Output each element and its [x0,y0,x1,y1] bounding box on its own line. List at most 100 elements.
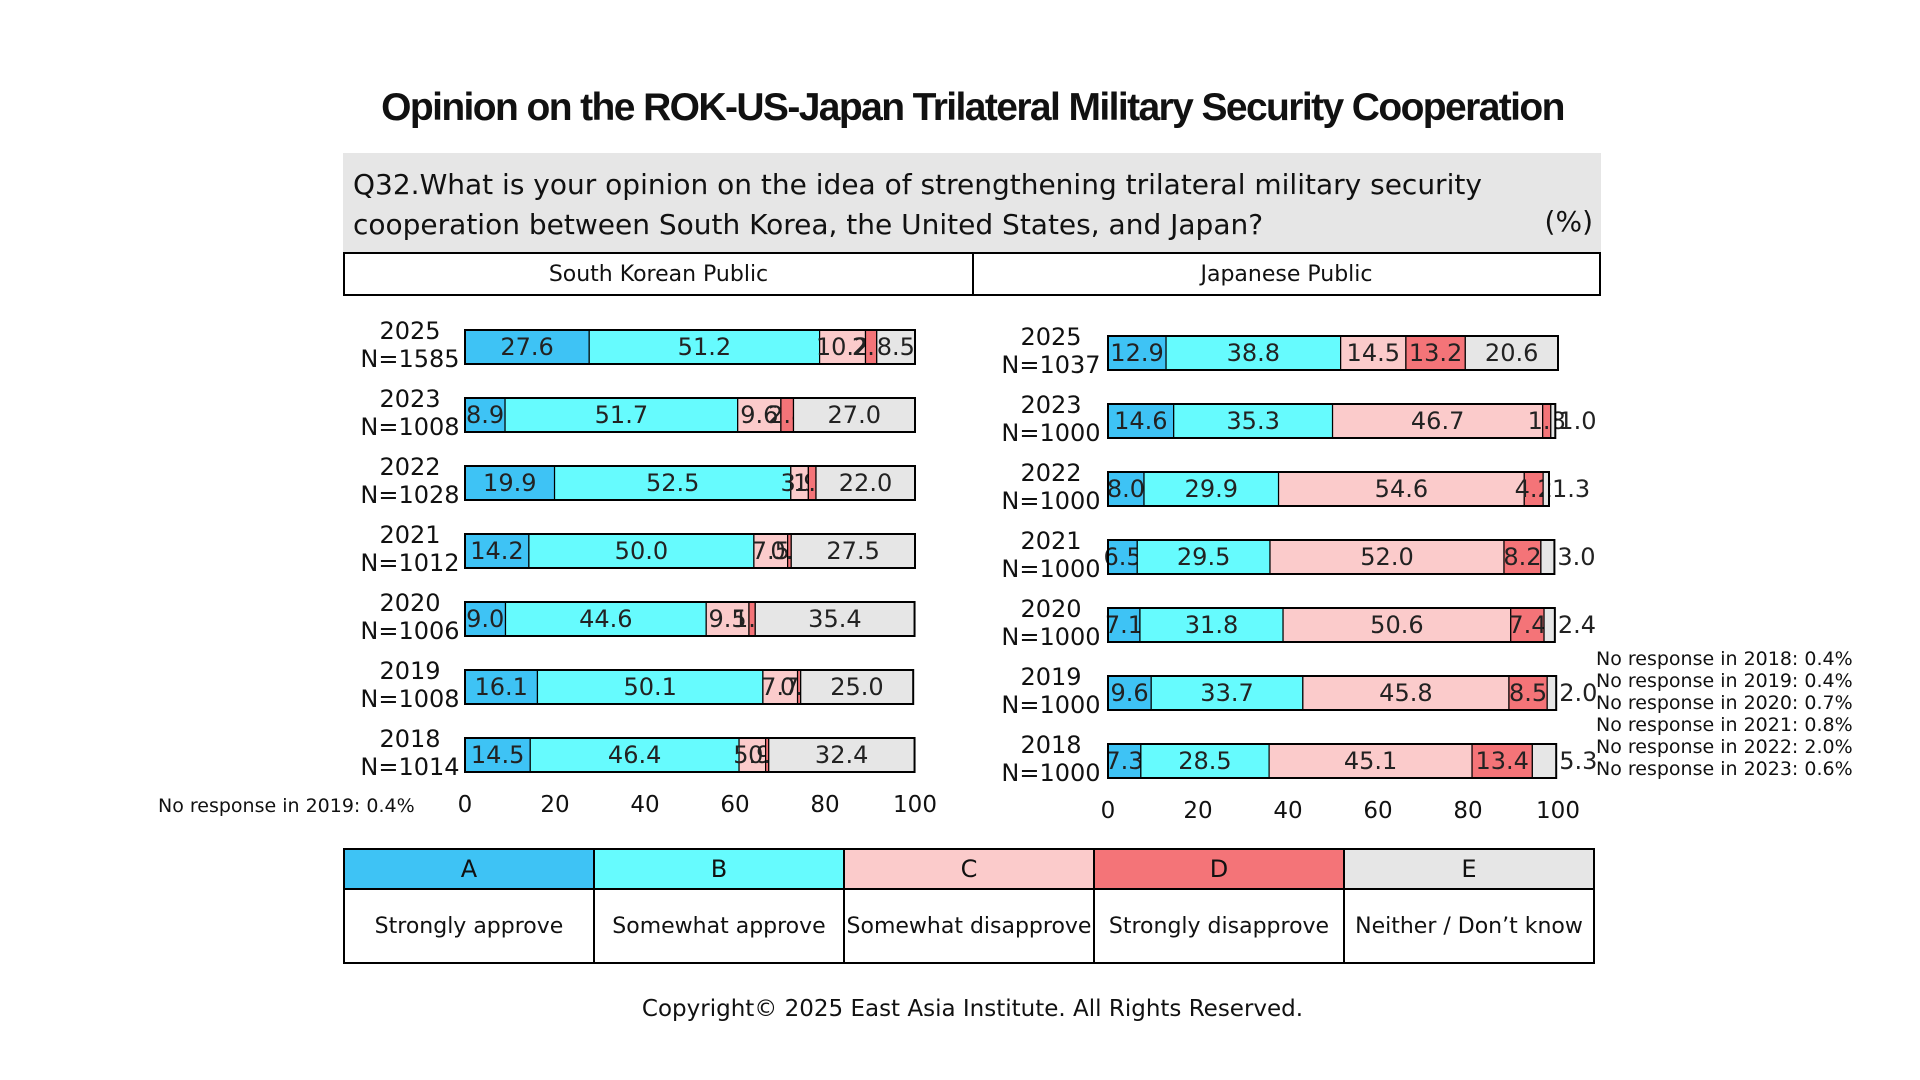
data-label: 33.7 [1200,679,1253,707]
category-label: 2025 [379,317,440,345]
no-response-note: No response in 2023: 0.6% [1596,758,1853,780]
bar-outline [464,397,916,433]
legend-label-c: Somewhat disapprove [843,888,1095,964]
data-label: 13.2 [1409,339,1462,367]
bar-outline [1107,403,1557,439]
legend-letter-d: D [1093,848,1345,890]
bar-outline [1107,675,1558,711]
no-response-notes-right: No response in 2018: 0.4% No response in… [1596,648,1853,780]
x-tick-label: 20 [1183,798,1212,824]
x-tick-label: 60 [720,792,749,818]
copyright-footer: Copyright© 2025 East Asia Institute. All… [641,996,1304,1022]
x-tick-label: 0 [458,792,473,818]
bar-segment-a [464,669,539,705]
category-label: N=1585 [360,345,459,373]
data-label: 16.1 [475,673,528,701]
data-label: 8.9 [466,401,504,429]
legend-label-a: Strongly approve [343,888,595,964]
bar-outline [1107,539,1556,575]
category-label: 2025 [1020,323,1081,351]
data-label: 50.0 [615,537,668,565]
bar-segment-b [1143,471,1280,507]
question-box: Q32.What is your opinion on the idea of … [343,153,1601,252]
no-response-note: No response in 2019: 0.4% [1596,670,1853,692]
category-label: N=1000 [1001,487,1100,515]
data-label: 9.0 [466,605,504,633]
data-label: 35.4 [808,605,861,633]
category-label: 2020 [379,589,440,617]
category-label: N=1008 [360,685,459,713]
data-label: 54.6 [1375,475,1428,503]
no-response-note-left: No response in 2019: 0.4% [158,795,415,817]
data-label: 44.6 [579,605,632,633]
data-label: 8.5 [877,333,915,361]
bar-outline [464,601,916,637]
category-label: N=1028 [360,481,459,509]
category-label: 2021 [379,521,440,549]
legend-label-b: Somewhat approve [593,888,845,964]
category-label: 2019 [1020,663,1081,691]
no-response-note: No response in 2020: 0.7% [1596,692,1853,714]
data-label: 14.5 [1347,339,1400,367]
x-tick-label: 0 [1101,798,1116,824]
legend-letter-a: A [343,848,595,890]
data-label: 19.9 [483,469,536,497]
question-text: Q32.What is your opinion on the idea of … [353,168,1482,241]
category-label: 2022 [379,453,440,481]
data-label: 8.0 [1107,475,1145,503]
data-label: 12.9 [1110,339,1163,367]
data-label: 27.5 [826,537,879,565]
bar-outline [1107,607,1556,643]
bar-outline [1107,743,1558,779]
category-label: 2018 [379,725,440,753]
bar-outline [1107,471,1550,507]
bar-outline [464,669,915,705]
bar-segment-e [1543,607,1556,643]
data-label: 51.2 [678,333,731,361]
panel-header-south-korea: South Korean Public [343,252,974,296]
data-label: 7.1 [1105,611,1143,639]
category-label: N=1000 [1001,759,1100,787]
unit-label: (%) [1544,205,1593,238]
category-label: N=1000 [1001,555,1100,583]
bar-segment-e [1546,675,1557,711]
bar-segment-b [1150,675,1304,711]
data-label: 7.5 [752,537,790,565]
bar-segment-b [504,601,707,637]
data-label: 25.0 [830,673,883,701]
bar-segment-c [818,329,867,365]
category-label: 2023 [1020,391,1081,419]
legend-label-e: Neither / Don’t know [1343,888,1595,964]
no-response-note: No response in 2018: 0.4% [1596,648,1853,670]
bar-segment-d [1510,607,1545,643]
data-label: 9.5 [708,605,746,633]
data-label: 27.6 [500,333,553,361]
data-label: 46.4 [608,741,661,769]
data-label: 45.8 [1379,679,1432,707]
x-tick-label: 80 [1453,798,1482,824]
data-label: 5.3 [1559,747,1597,775]
x-tick-label: 40 [630,792,659,818]
category-label: N=1006 [360,617,459,645]
data-label: 29.9 [1185,475,1238,503]
bar-segment-c [762,669,799,705]
panel-header-japan: Japanese Public [972,252,1601,296]
data-label: 22.0 [839,469,892,497]
data-label: 7.4 [1508,611,1546,639]
bar-outline [464,465,916,501]
data-label: 31.8 [1185,611,1238,639]
bar-segment-b [1136,539,1271,575]
data-label: 14.2 [470,537,523,565]
page-title: Opinion on the ROK-US-Japan Trilateral M… [381,86,1565,129]
bar-segment-a [464,465,556,501]
data-label: 14.5 [471,741,524,769]
data-label: 13.4 [1475,747,1528,775]
bar-outline [464,329,916,365]
legend-letter-c: C [843,848,1095,890]
category-label: N=1000 [1001,419,1100,447]
category-label: 2023 [379,385,440,413]
x-tick-label: 80 [810,792,839,818]
bar-segment-b [1165,335,1342,371]
bar-segment-e [1540,539,1556,575]
legend-letter-b: B [593,848,845,890]
